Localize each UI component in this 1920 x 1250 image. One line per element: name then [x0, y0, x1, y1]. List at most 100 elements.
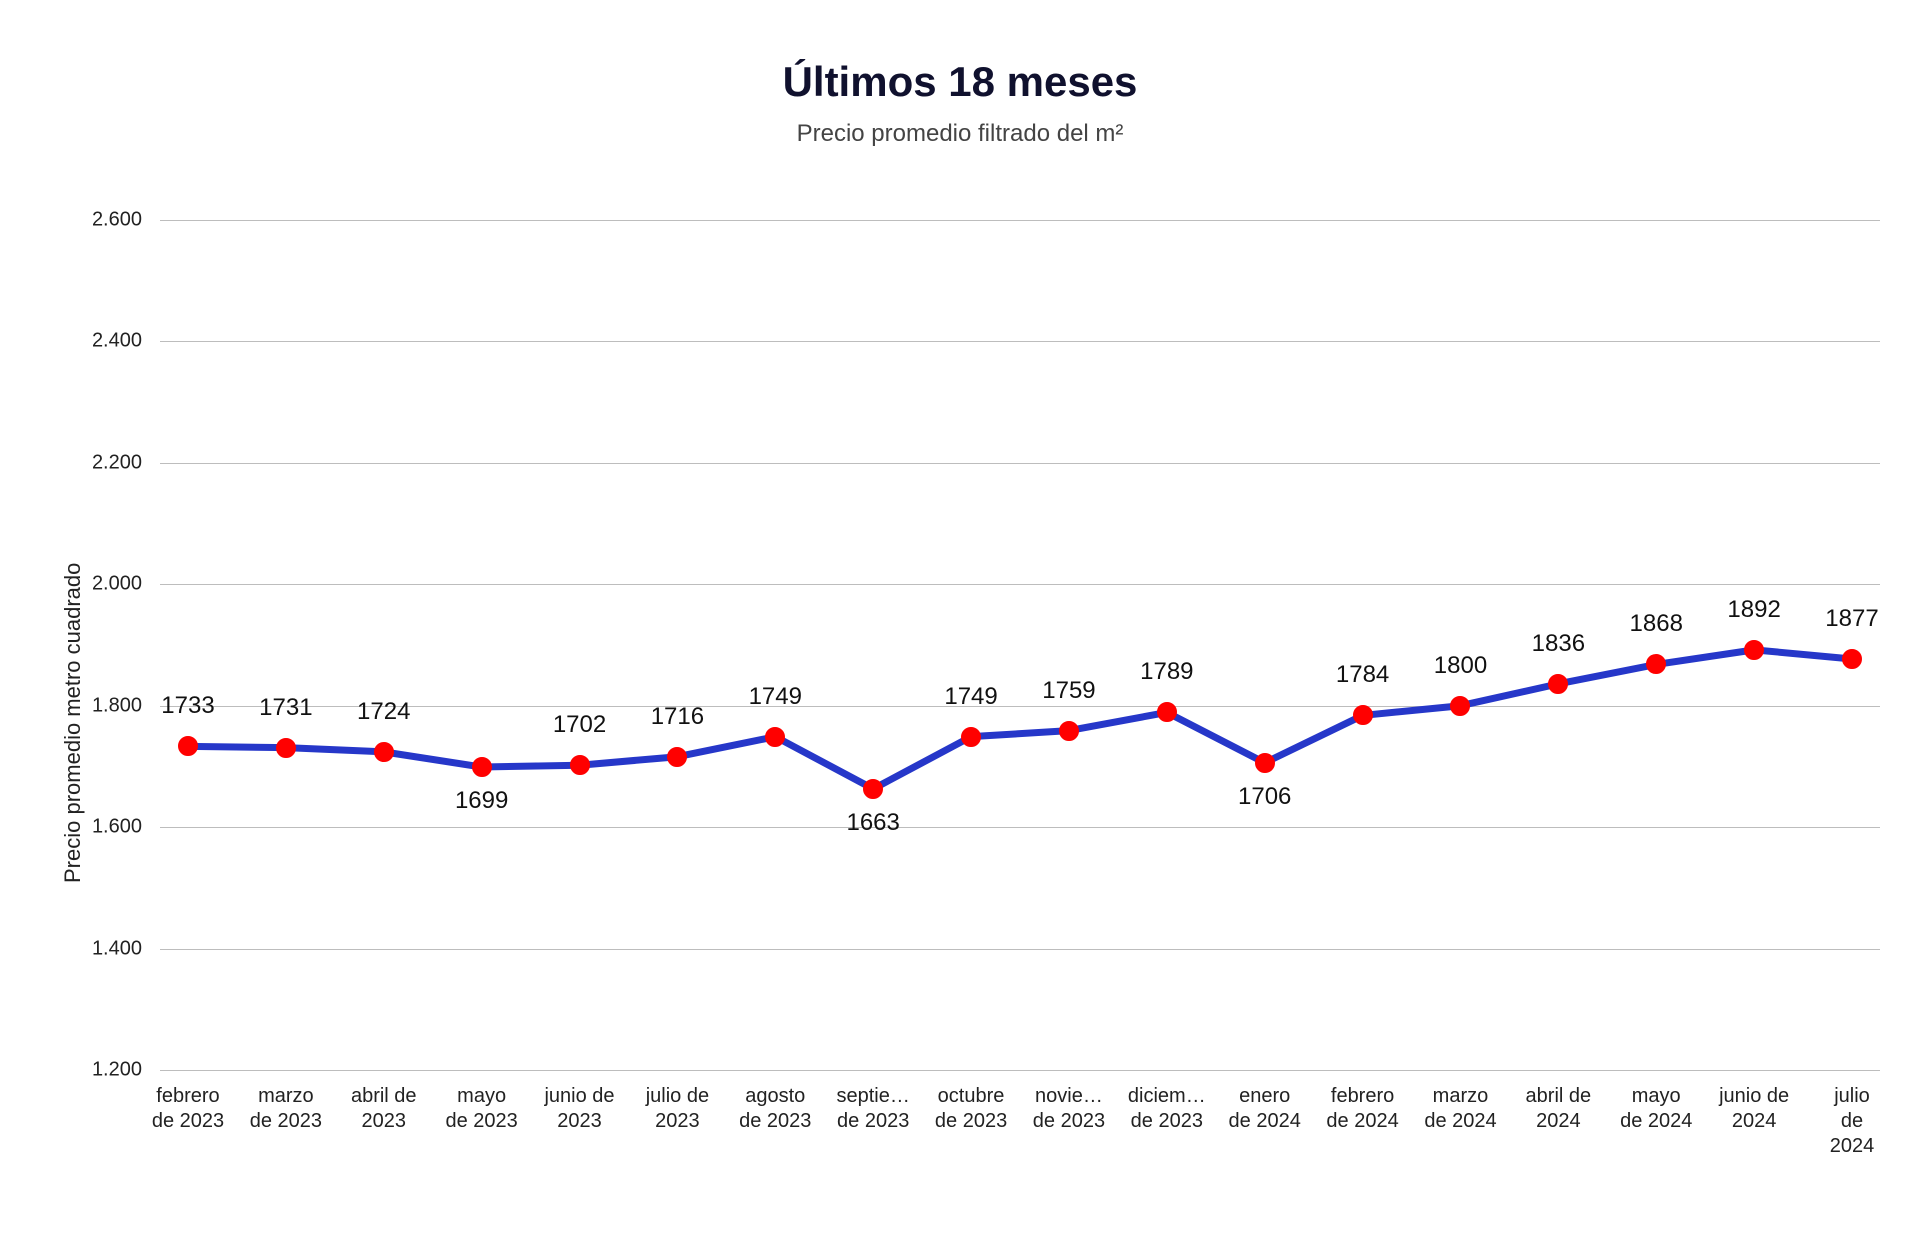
- value-label: 1663: [846, 809, 899, 837]
- data-point: [276, 738, 296, 758]
- value-label: 1800: [1434, 652, 1487, 680]
- value-label: 1759: [1042, 677, 1095, 705]
- chart-container: Últimos 18 meses Precio promedio filtrad…: [0, 0, 1920, 1250]
- x-tick-line: de 2024: [1620, 1109, 1692, 1134]
- x-tick-line: octubre: [935, 1084, 1007, 1109]
- x-tick-line: junio de: [1719, 1084, 1789, 1109]
- x-tick-line: febrero: [1326, 1084, 1398, 1109]
- x-tick-line: diciem…: [1128, 1084, 1206, 1109]
- value-label: 1892: [1727, 596, 1780, 624]
- data-point: [1353, 705, 1373, 725]
- y-tick-label: 2.400: [92, 330, 160, 353]
- chart-subtitle: Precio promedio filtrado del m²: [0, 120, 1920, 148]
- x-tick-label: septie…de 2023: [836, 1070, 909, 1134]
- value-label: 1784: [1336, 661, 1389, 689]
- x-tick-line: julio de: [1830, 1084, 1875, 1134]
- x-tick-line: de 2023: [250, 1109, 322, 1134]
- value-label: 1731: [259, 694, 312, 722]
- y-axis-label: Precio promedio metro cuadrado: [60, 563, 86, 883]
- x-tick-line: marzo: [1424, 1084, 1496, 1109]
- data-point: [1548, 674, 1568, 694]
- value-label: 1706: [1238, 783, 1291, 811]
- plot-area: 1.2001.4001.6001.8002.0002.2002.4002.600…: [160, 220, 1880, 1070]
- x-tick-line: abril de: [1526, 1084, 1592, 1109]
- value-label: 1733: [161, 692, 214, 720]
- data-point: [1450, 696, 1470, 716]
- x-tick-line: agosto: [739, 1084, 811, 1109]
- data-point: [1157, 702, 1177, 722]
- value-label: 1749: [944, 683, 997, 711]
- x-tick-line: enero: [1229, 1084, 1301, 1109]
- data-point: [1744, 640, 1764, 660]
- x-tick-label: marzode 2023: [250, 1070, 322, 1134]
- value-label: 1836: [1532, 630, 1585, 658]
- x-tick-line: de 2023: [935, 1109, 1007, 1134]
- y-tick-label: 1.800: [92, 694, 160, 717]
- data-point: [1842, 649, 1862, 669]
- data-point: [765, 727, 785, 747]
- x-tick-line: mayo: [1620, 1084, 1692, 1109]
- y-tick-label: 1.200: [92, 1059, 160, 1082]
- x-tick-label: junio de2024: [1719, 1070, 1789, 1134]
- x-tick-line: de 2023: [152, 1109, 224, 1134]
- value-label: 1716: [651, 703, 704, 731]
- value-label: 1724: [357, 698, 410, 726]
- data-point: [178, 736, 198, 756]
- x-tick-line: 2024: [1830, 1134, 1875, 1159]
- series-line: [160, 220, 1880, 1070]
- x-tick-line: 2024: [1526, 1109, 1592, 1134]
- x-tick-line: de 2024: [1424, 1109, 1496, 1134]
- x-tick-line: mayo: [445, 1084, 517, 1109]
- x-tick-line: junio de: [544, 1084, 614, 1109]
- x-tick-label: octubrede 2023: [935, 1070, 1007, 1134]
- x-tick-line: 2023: [544, 1109, 614, 1134]
- x-tick-line: de 2023: [739, 1109, 811, 1134]
- x-tick-label: mayode 2023: [445, 1070, 517, 1134]
- data-point: [1255, 753, 1275, 773]
- data-point: [1059, 721, 1079, 741]
- x-tick-line: abril de: [351, 1084, 417, 1109]
- data-point: [961, 727, 981, 747]
- value-label: 1868: [1630, 610, 1683, 638]
- series-path: [188, 650, 1852, 789]
- y-tick-label: 2.200: [92, 451, 160, 474]
- y-tick-label: 1.400: [92, 937, 160, 960]
- x-tick-line: julio de: [646, 1084, 709, 1109]
- x-tick-line: febrero: [152, 1084, 224, 1109]
- x-tick-line: de 2024: [1326, 1109, 1398, 1134]
- x-tick-label: febrerode 2023: [152, 1070, 224, 1134]
- x-tick-label: abril de2023: [351, 1070, 417, 1134]
- data-point: [374, 742, 394, 762]
- data-point: [570, 755, 590, 775]
- x-tick-label: mayode 2024: [1620, 1070, 1692, 1134]
- value-label: 1789: [1140, 658, 1193, 686]
- y-tick-label: 1.600: [92, 816, 160, 839]
- x-tick-line: de 2023: [1128, 1109, 1206, 1134]
- x-tick-line: de 2023: [836, 1109, 909, 1134]
- x-tick-label: diciem…de 2023: [1128, 1070, 1206, 1134]
- x-tick-line: de 2023: [1033, 1109, 1105, 1134]
- x-tick-label: julio de2023: [646, 1070, 709, 1134]
- x-tick-line: de 2024: [1229, 1109, 1301, 1134]
- x-tick-label: julio de2024: [1830, 1070, 1875, 1159]
- x-tick-line: 2023: [646, 1109, 709, 1134]
- value-label: 1877: [1825, 605, 1878, 633]
- data-point: [863, 779, 883, 799]
- x-tick-label: junio de2023: [544, 1070, 614, 1134]
- value-label: 1749: [749, 683, 802, 711]
- x-tick-label: febrerode 2024: [1326, 1070, 1398, 1134]
- x-tick-label: novie…de 2023: [1033, 1070, 1105, 1134]
- y-tick-label: 2.000: [92, 573, 160, 596]
- x-tick-line: 2024: [1719, 1109, 1789, 1134]
- x-tick-line: 2023: [351, 1109, 417, 1134]
- chart-title: Últimos 18 meses: [0, 58, 1920, 106]
- y-tick-label: 2.600: [92, 209, 160, 232]
- x-tick-label: marzode 2024: [1424, 1070, 1496, 1134]
- x-tick-label: abril de2024: [1526, 1070, 1592, 1134]
- data-point: [1646, 654, 1666, 674]
- x-tick-line: novie…: [1033, 1084, 1105, 1109]
- data-point: [472, 757, 492, 777]
- value-label: 1699: [455, 787, 508, 815]
- value-label: 1702: [553, 711, 606, 739]
- x-tick-line: de 2023: [445, 1109, 517, 1134]
